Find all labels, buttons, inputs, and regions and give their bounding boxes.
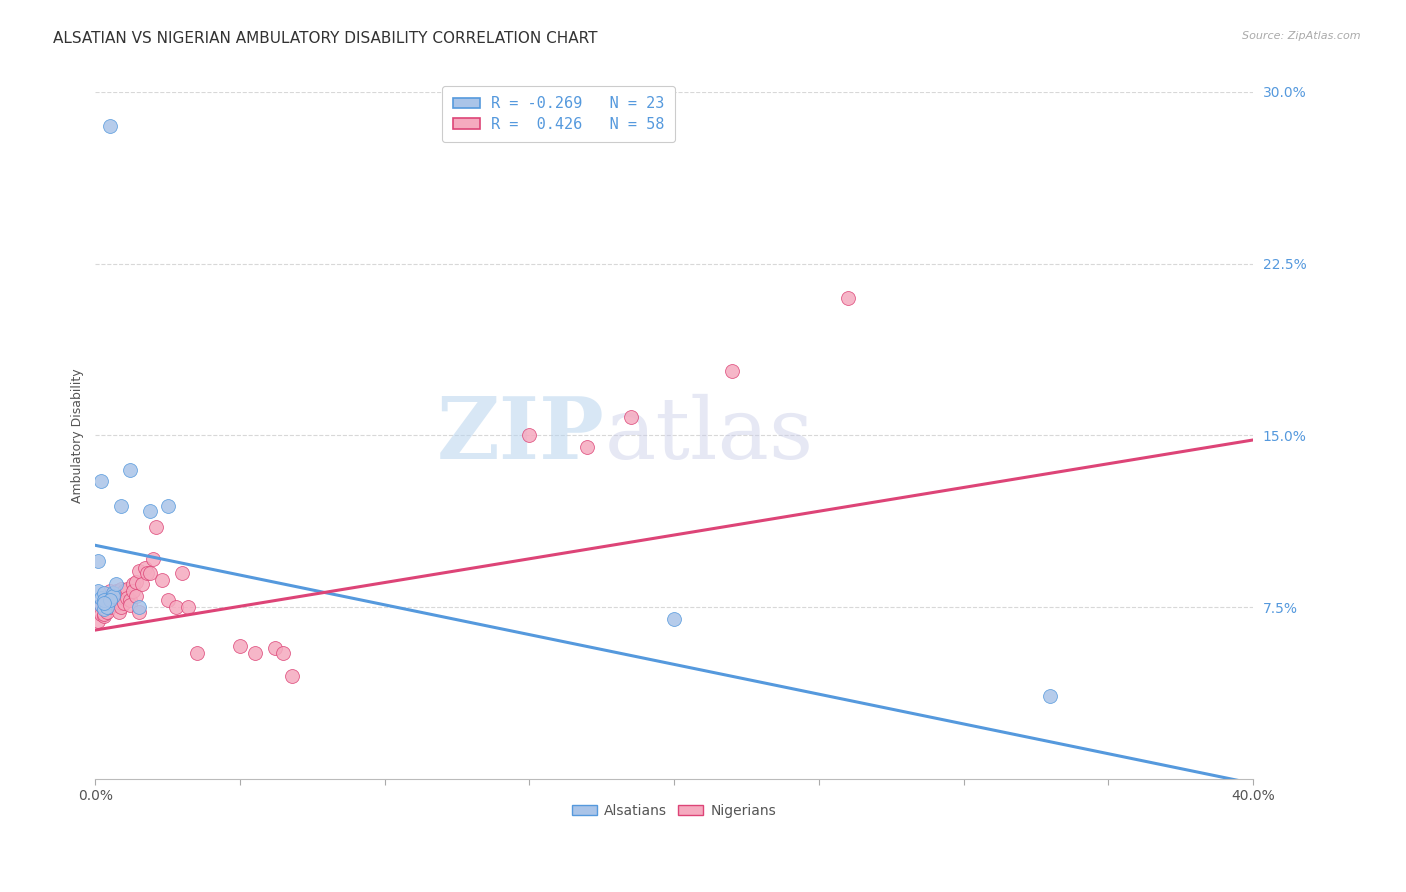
Point <box>104 584 127 599</box>
Point <box>263 641 285 656</box>
Point <box>110 600 132 615</box>
Point <box>90 598 112 612</box>
Point <box>110 596 132 610</box>
Point <box>721 364 744 378</box>
Point <box>104 596 127 610</box>
Point <box>145 520 167 534</box>
Text: ZIP: ZIP <box>437 393 605 477</box>
Point <box>110 500 132 514</box>
Point <box>122 577 145 591</box>
Point <box>139 566 162 580</box>
Point <box>136 566 159 580</box>
Point <box>93 600 115 615</box>
Point <box>93 596 115 610</box>
Y-axis label: Ambulatory Disability: Ambulatory Disability <box>72 368 84 503</box>
Point <box>93 586 115 600</box>
Point <box>93 609 115 624</box>
Point <box>101 593 124 607</box>
Point <box>98 600 121 615</box>
Point <box>156 593 179 607</box>
Point <box>519 428 541 442</box>
Point <box>576 440 599 454</box>
Point <box>87 554 110 568</box>
Point <box>664 611 686 625</box>
Point <box>98 119 121 133</box>
Point <box>107 584 129 599</box>
Point <box>96 591 118 605</box>
Point <box>229 639 252 653</box>
Point <box>120 598 142 612</box>
Point <box>98 593 121 607</box>
Text: ALSATIAN VS NIGERIAN AMBULATORY DISABILITY CORRELATION CHART: ALSATIAN VS NIGERIAN AMBULATORY DISABILI… <box>53 31 598 46</box>
Point <box>115 582 138 596</box>
Point <box>98 596 121 610</box>
Point <box>186 646 208 660</box>
Point <box>243 646 266 660</box>
Point <box>1039 690 1062 704</box>
Point <box>837 291 859 305</box>
Point <box>110 582 132 596</box>
Point <box>172 566 194 580</box>
Point <box>150 573 173 587</box>
Point <box>128 605 150 619</box>
Point <box>281 669 304 683</box>
Text: Source: ZipAtlas.com: Source: ZipAtlas.com <box>1243 31 1361 41</box>
Point <box>125 589 148 603</box>
Point <box>107 591 129 605</box>
Legend: Alsatians, Nigerians: Alsatians, Nigerians <box>567 798 782 823</box>
Point <box>128 600 150 615</box>
Point <box>620 410 643 425</box>
Point <box>101 589 124 603</box>
Point <box>134 561 156 575</box>
Point <box>104 577 127 591</box>
Point <box>139 504 162 518</box>
Point <box>96 596 118 610</box>
Point <box>90 598 112 612</box>
Point <box>98 584 121 599</box>
Point <box>101 586 124 600</box>
Point <box>93 607 115 621</box>
Point <box>156 500 179 514</box>
Point <box>120 463 142 477</box>
Point <box>165 600 187 615</box>
Point <box>96 600 118 615</box>
Point <box>93 602 115 616</box>
Point <box>122 584 145 599</box>
Text: atlas: atlas <box>605 393 814 477</box>
Point <box>125 574 148 589</box>
Point <box>90 607 112 621</box>
Point <box>87 614 110 628</box>
Point <box>96 605 118 619</box>
Point <box>90 591 112 605</box>
Point <box>142 552 165 566</box>
Point <box>112 596 135 610</box>
Point <box>90 474 112 488</box>
Point <box>87 584 110 599</box>
Point <box>131 577 153 591</box>
Point <box>104 598 127 612</box>
Point <box>107 605 129 619</box>
Point <box>112 584 135 599</box>
Point <box>93 593 115 607</box>
Point <box>115 591 138 605</box>
Point <box>128 564 150 578</box>
Point <box>120 593 142 607</box>
Point <box>110 593 132 607</box>
Point <box>177 600 200 615</box>
Point <box>273 646 295 660</box>
Point <box>101 589 124 603</box>
Point <box>112 591 135 605</box>
